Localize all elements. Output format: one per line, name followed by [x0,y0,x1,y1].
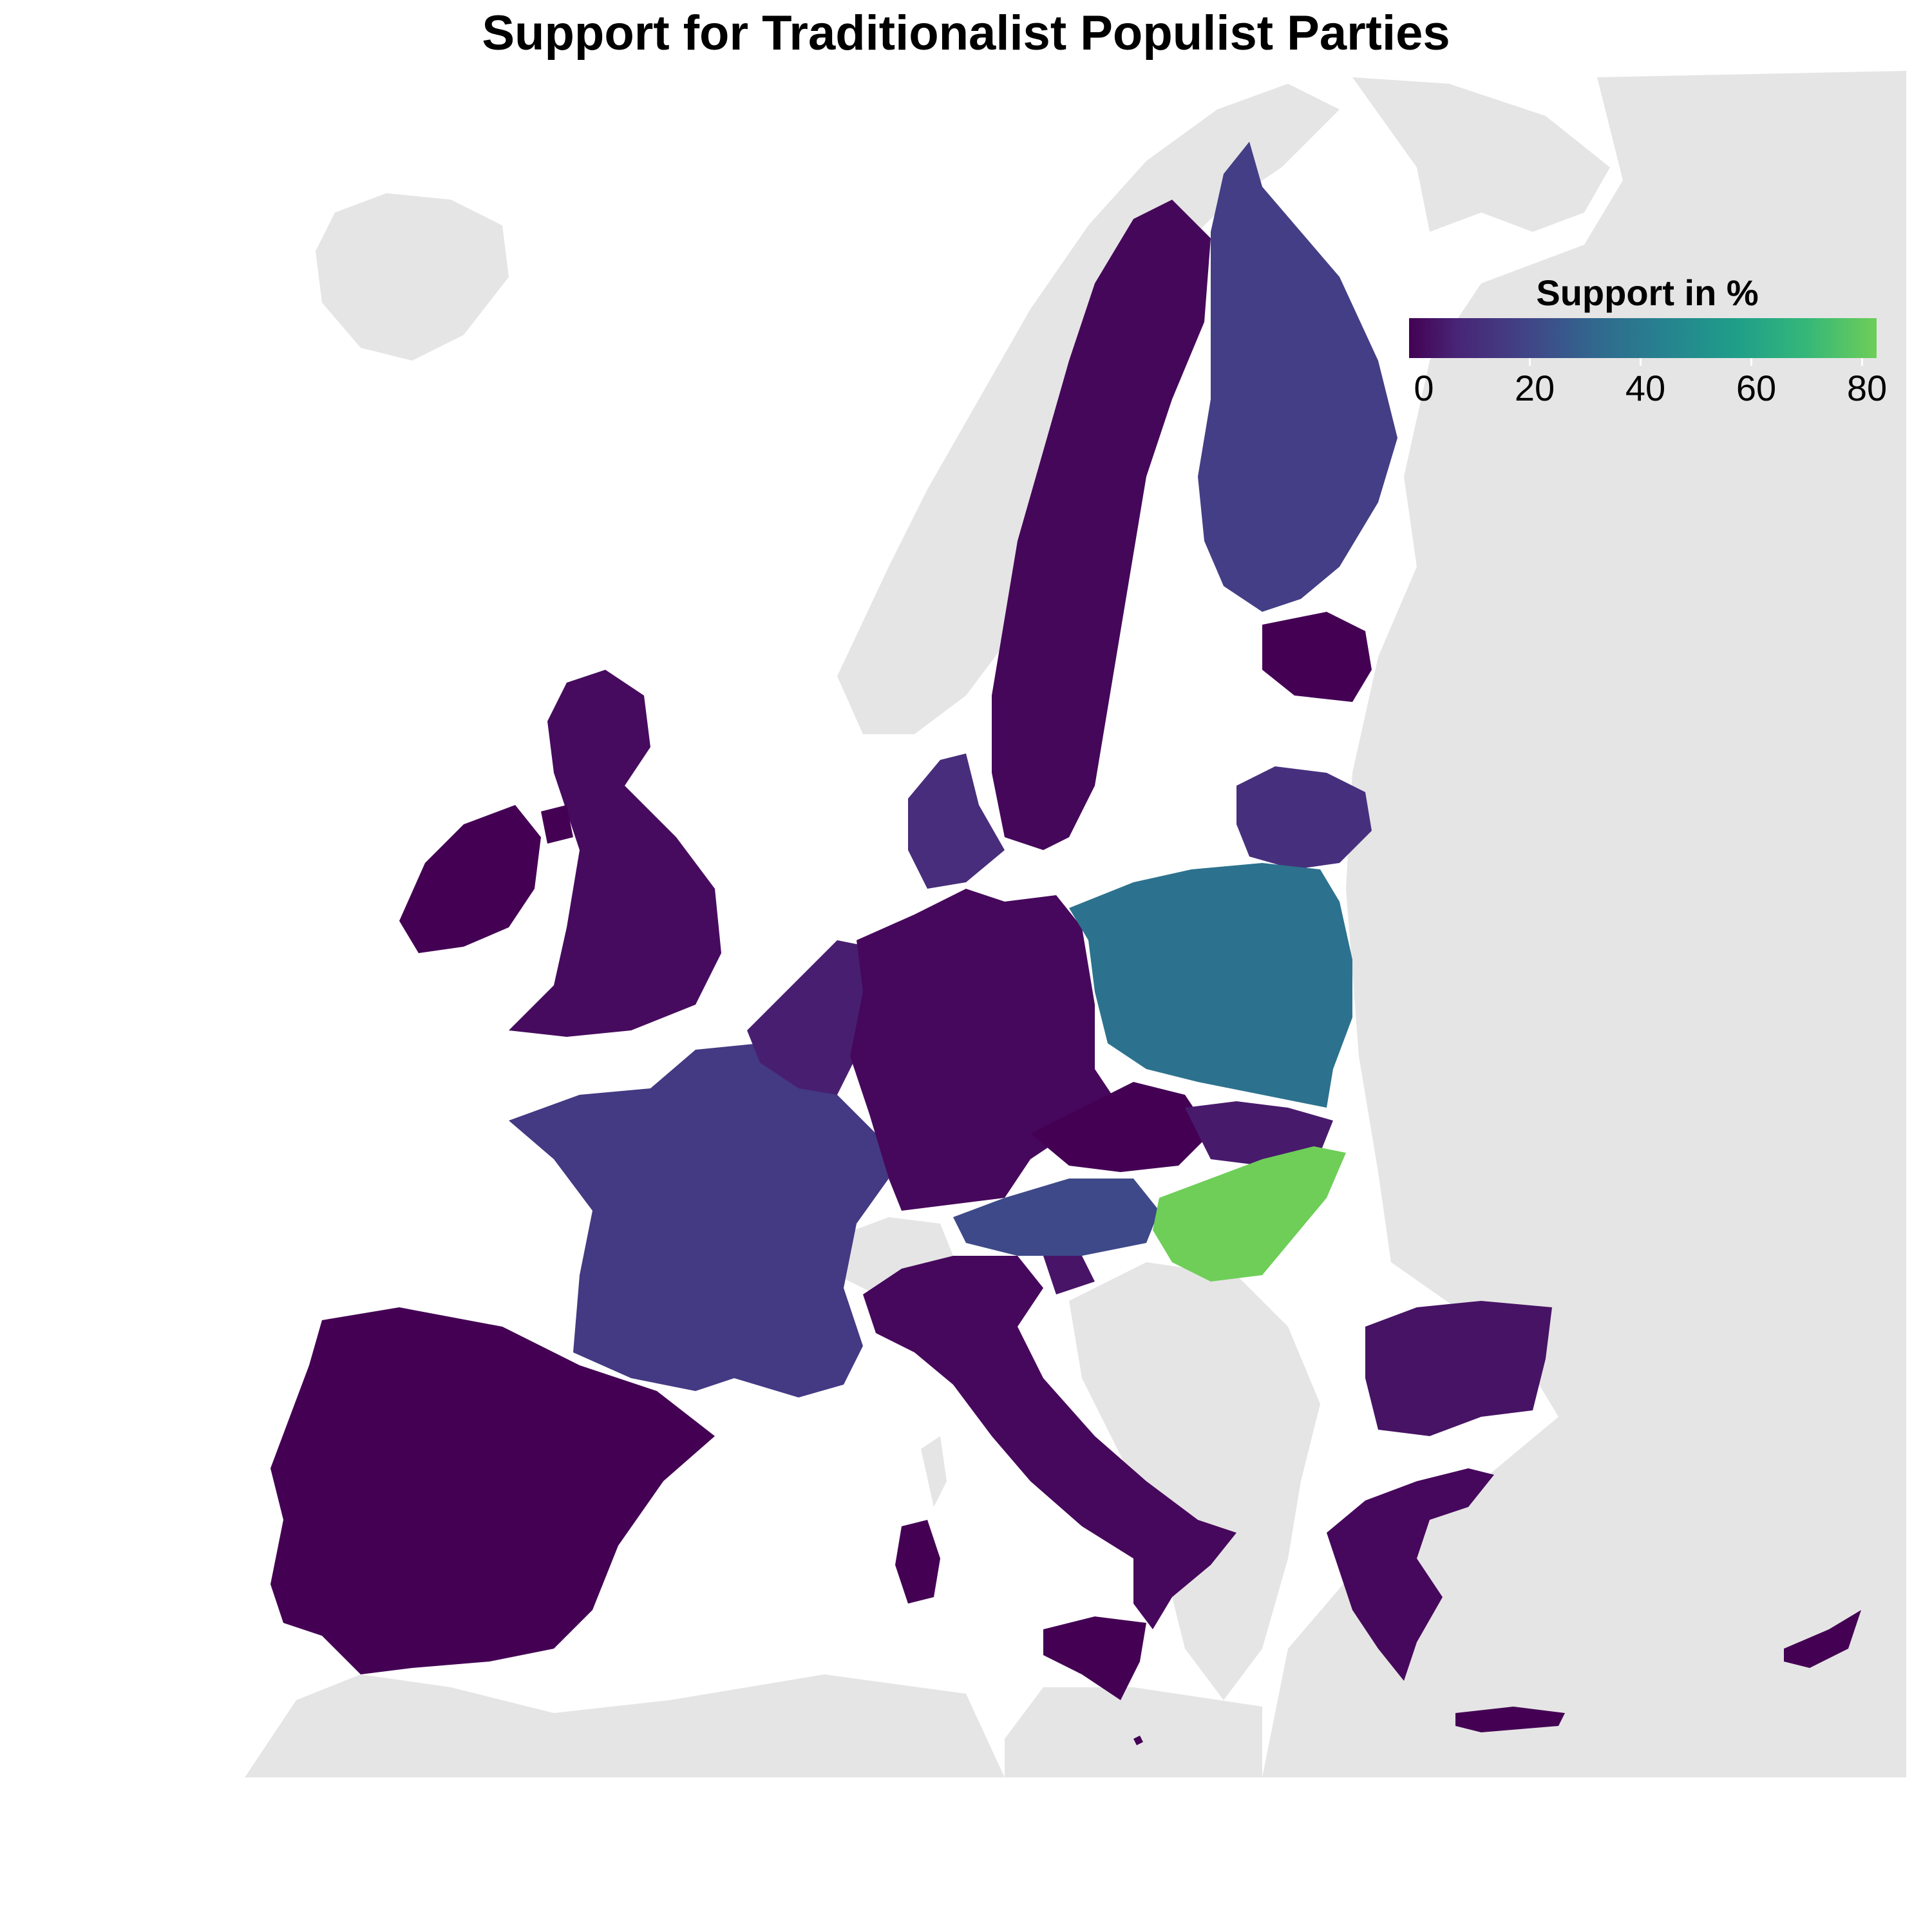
region-cyprus [1784,1610,1861,1668]
legend-tick [1750,358,1752,366]
land-norway [837,84,1340,734]
region-austria [953,1179,1159,1256]
map-title: Support for Traditionalist Populist Part… [482,6,1450,61]
region-benelux [747,940,869,1095]
region-bulgaria [1365,1301,1552,1436]
region-crete [1455,1707,1565,1732]
region-czechia [1030,1082,1211,1172]
region-lithuania [1236,766,1372,869]
legend-gradient [1409,318,1877,358]
region-denmark [908,753,1005,889]
legend-tick-label: 20 [1514,368,1555,408]
legend-tick-label: 40 [1625,368,1666,408]
land-corsica [921,1436,947,1507]
region-northern-ireland [541,805,573,844]
region-hungary [1153,1146,1346,1282]
region-iberia [270,1307,715,1674]
region-slovenia [1043,1256,1095,1294]
region-italy [863,1256,1236,1629]
land-east [1262,71,1906,1777]
land-north-africa-east [1005,1687,1262,1777]
legend-tick [1640,358,1642,366]
region-united-kingdom [509,670,721,1037]
legend-colorbar [1409,318,1877,358]
eu-regions [270,142,1861,1745]
region-sweden [992,200,1211,850]
land-iceland [316,193,509,361]
background-land [245,71,1906,1777]
land-balkans [1069,1262,1320,1700]
region-poland [1069,863,1352,1108]
region-estonia [1262,612,1372,702]
land-north-africa [245,1674,1005,1777]
legend: Support in % 0 20 40 60 80 [1409,272,1888,420]
region-ireland [399,805,541,953]
region-sardinia [895,1520,940,1604]
region-slovakia [1185,1101,1333,1166]
legend-tick-label: 80 [1846,368,1888,408]
legend-tick [1418,358,1420,366]
region-malta [1133,1736,1143,1745]
legend-title: Support in % [1536,272,1759,313]
legend-tick-label: 60 [1736,368,1777,408]
region-france [509,1043,889,1397]
legend-tick [1861,358,1863,366]
land-northeast-russia [1352,77,1610,232]
region-finland [1198,142,1397,612]
legend-tick-label: 0 [1414,368,1434,408]
legend-tick [1529,358,1531,366]
region-sicily [1043,1616,1146,1700]
region-greece [1327,1468,1494,1681]
